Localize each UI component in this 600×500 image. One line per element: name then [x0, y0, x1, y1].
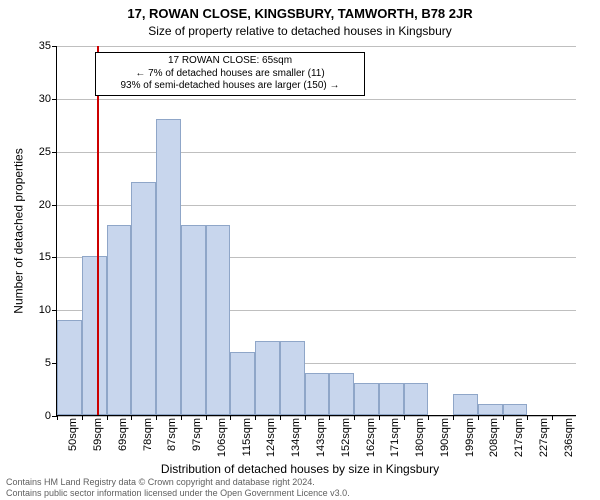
histogram-bar	[503, 404, 528, 415]
xtick-label: 208sqm	[488, 418, 500, 457]
xtick-label: 59sqm	[92, 418, 104, 451]
xtick-label: 87sqm	[166, 418, 178, 451]
ytick-label: 15	[39, 251, 51, 263]
chart-subtitle: Size of property relative to detached ho…	[0, 24, 600, 38]
xtick-mark	[552, 415, 553, 420]
gridline-h	[57, 99, 576, 100]
xtick-label: 69sqm	[117, 418, 129, 451]
histogram-bar	[280, 341, 305, 415]
xtick-mark	[453, 415, 454, 420]
histogram-bar	[478, 404, 503, 415]
gridline-h	[57, 46, 576, 47]
xtick-label: 78sqm	[142, 418, 154, 451]
attribution-footer: Contains HM Land Registry data © Crown c…	[6, 477, 350, 498]
xtick-mark	[57, 415, 58, 420]
ytick-mark	[52, 46, 57, 47]
ytick-mark	[52, 257, 57, 258]
histogram-bar	[131, 182, 156, 415]
xtick-mark	[305, 415, 306, 420]
histogram-bar	[57, 320, 82, 415]
histogram-bar	[230, 352, 255, 415]
histogram-bar	[156, 119, 181, 415]
histogram-bar	[329, 373, 354, 415]
ytick-label: 5	[45, 357, 51, 369]
xtick-label: 190sqm	[439, 418, 451, 457]
xtick-label: 217sqm	[513, 418, 525, 457]
ytick-label: 0	[45, 410, 51, 422]
footer-line1: Contains HM Land Registry data © Crown c…	[6, 477, 350, 487]
xtick-label: 171sqm	[389, 418, 401, 457]
xtick-mark	[82, 415, 83, 420]
ytick-label: 10	[39, 304, 51, 316]
ytick-mark	[52, 152, 57, 153]
ytick-label: 30	[39, 93, 51, 105]
annotation-line3: 93% of semi-detached houses are larger (…	[100, 80, 360, 93]
ytick-mark	[52, 310, 57, 311]
histogram-bar	[305, 373, 330, 415]
histogram-bar	[82, 256, 107, 415]
xtick-label: 152sqm	[340, 418, 352, 457]
xtick-mark	[107, 415, 108, 420]
histogram-bar	[453, 394, 478, 415]
xtick-mark	[527, 415, 528, 420]
chart-title: 17, ROWAN CLOSE, KINGSBURY, TAMWORTH, B7…	[0, 6, 600, 21]
histogram-bar	[181, 225, 206, 415]
xtick-mark	[255, 415, 256, 420]
gridline-h	[57, 416, 576, 417]
annotation-line1: 17 ROWAN CLOSE: 65sqm	[100, 55, 360, 68]
x-axis-label: Distribution of detached houses by size …	[0, 462, 600, 476]
xtick-label: 236sqm	[563, 418, 575, 457]
ytick-label: 35	[39, 40, 51, 52]
ytick-label: 20	[39, 199, 51, 211]
xtick-mark	[503, 415, 504, 420]
xtick-label: 143sqm	[315, 418, 327, 457]
y-axis-label-text: Number of detached properties	[12, 148, 26, 313]
histogram-bar	[379, 383, 404, 415]
ytick-label: 25	[39, 146, 51, 158]
xtick-mark	[354, 415, 355, 420]
xtick-mark	[181, 415, 182, 420]
xtick-label: 162sqm	[365, 418, 377, 457]
xtick-label: 134sqm	[290, 418, 302, 457]
ytick-mark	[52, 205, 57, 206]
xtick-mark	[280, 415, 281, 420]
xtick-label: 106sqm	[216, 418, 228, 457]
xtick-mark	[156, 415, 157, 420]
histogram-bar	[107, 225, 132, 415]
xtick-label: 180sqm	[414, 418, 426, 457]
xtick-mark	[428, 415, 429, 420]
marker-line	[97, 46, 99, 415]
annotation-line2: ← 7% of detached houses are smaller (11)	[100, 68, 360, 81]
xtick-mark	[379, 415, 380, 420]
gridline-h	[57, 152, 576, 153]
histogram-bar	[354, 383, 379, 415]
histogram-bar	[404, 383, 429, 415]
histogram-bar	[255, 341, 280, 415]
xtick-label: 199sqm	[464, 418, 476, 457]
plot-area: 0510152025303550sqm59sqm69sqm78sqm87sqm9…	[56, 46, 576, 416]
xtick-mark	[206, 415, 207, 420]
xtick-mark	[404, 415, 405, 420]
xtick-label: 115sqm	[241, 418, 253, 456]
xtick-label: 227sqm	[538, 418, 550, 457]
xtick-mark	[478, 415, 479, 420]
xtick-mark	[131, 415, 132, 420]
xtick-mark	[230, 415, 231, 420]
ytick-mark	[52, 99, 57, 100]
y-axis-label: Number of detached properties	[12, 46, 26, 416]
annotation-box: 17 ROWAN CLOSE: 65sqm← 7% of detached ho…	[95, 52, 365, 96]
xtick-label: 50sqm	[67, 418, 79, 451]
histogram-bar	[206, 225, 231, 415]
xtick-label: 124sqm	[265, 418, 277, 457]
xtick-mark	[329, 415, 330, 420]
footer-line2: Contains public sector information licen…	[6, 488, 350, 498]
xtick-label: 97sqm	[191, 418, 203, 451]
